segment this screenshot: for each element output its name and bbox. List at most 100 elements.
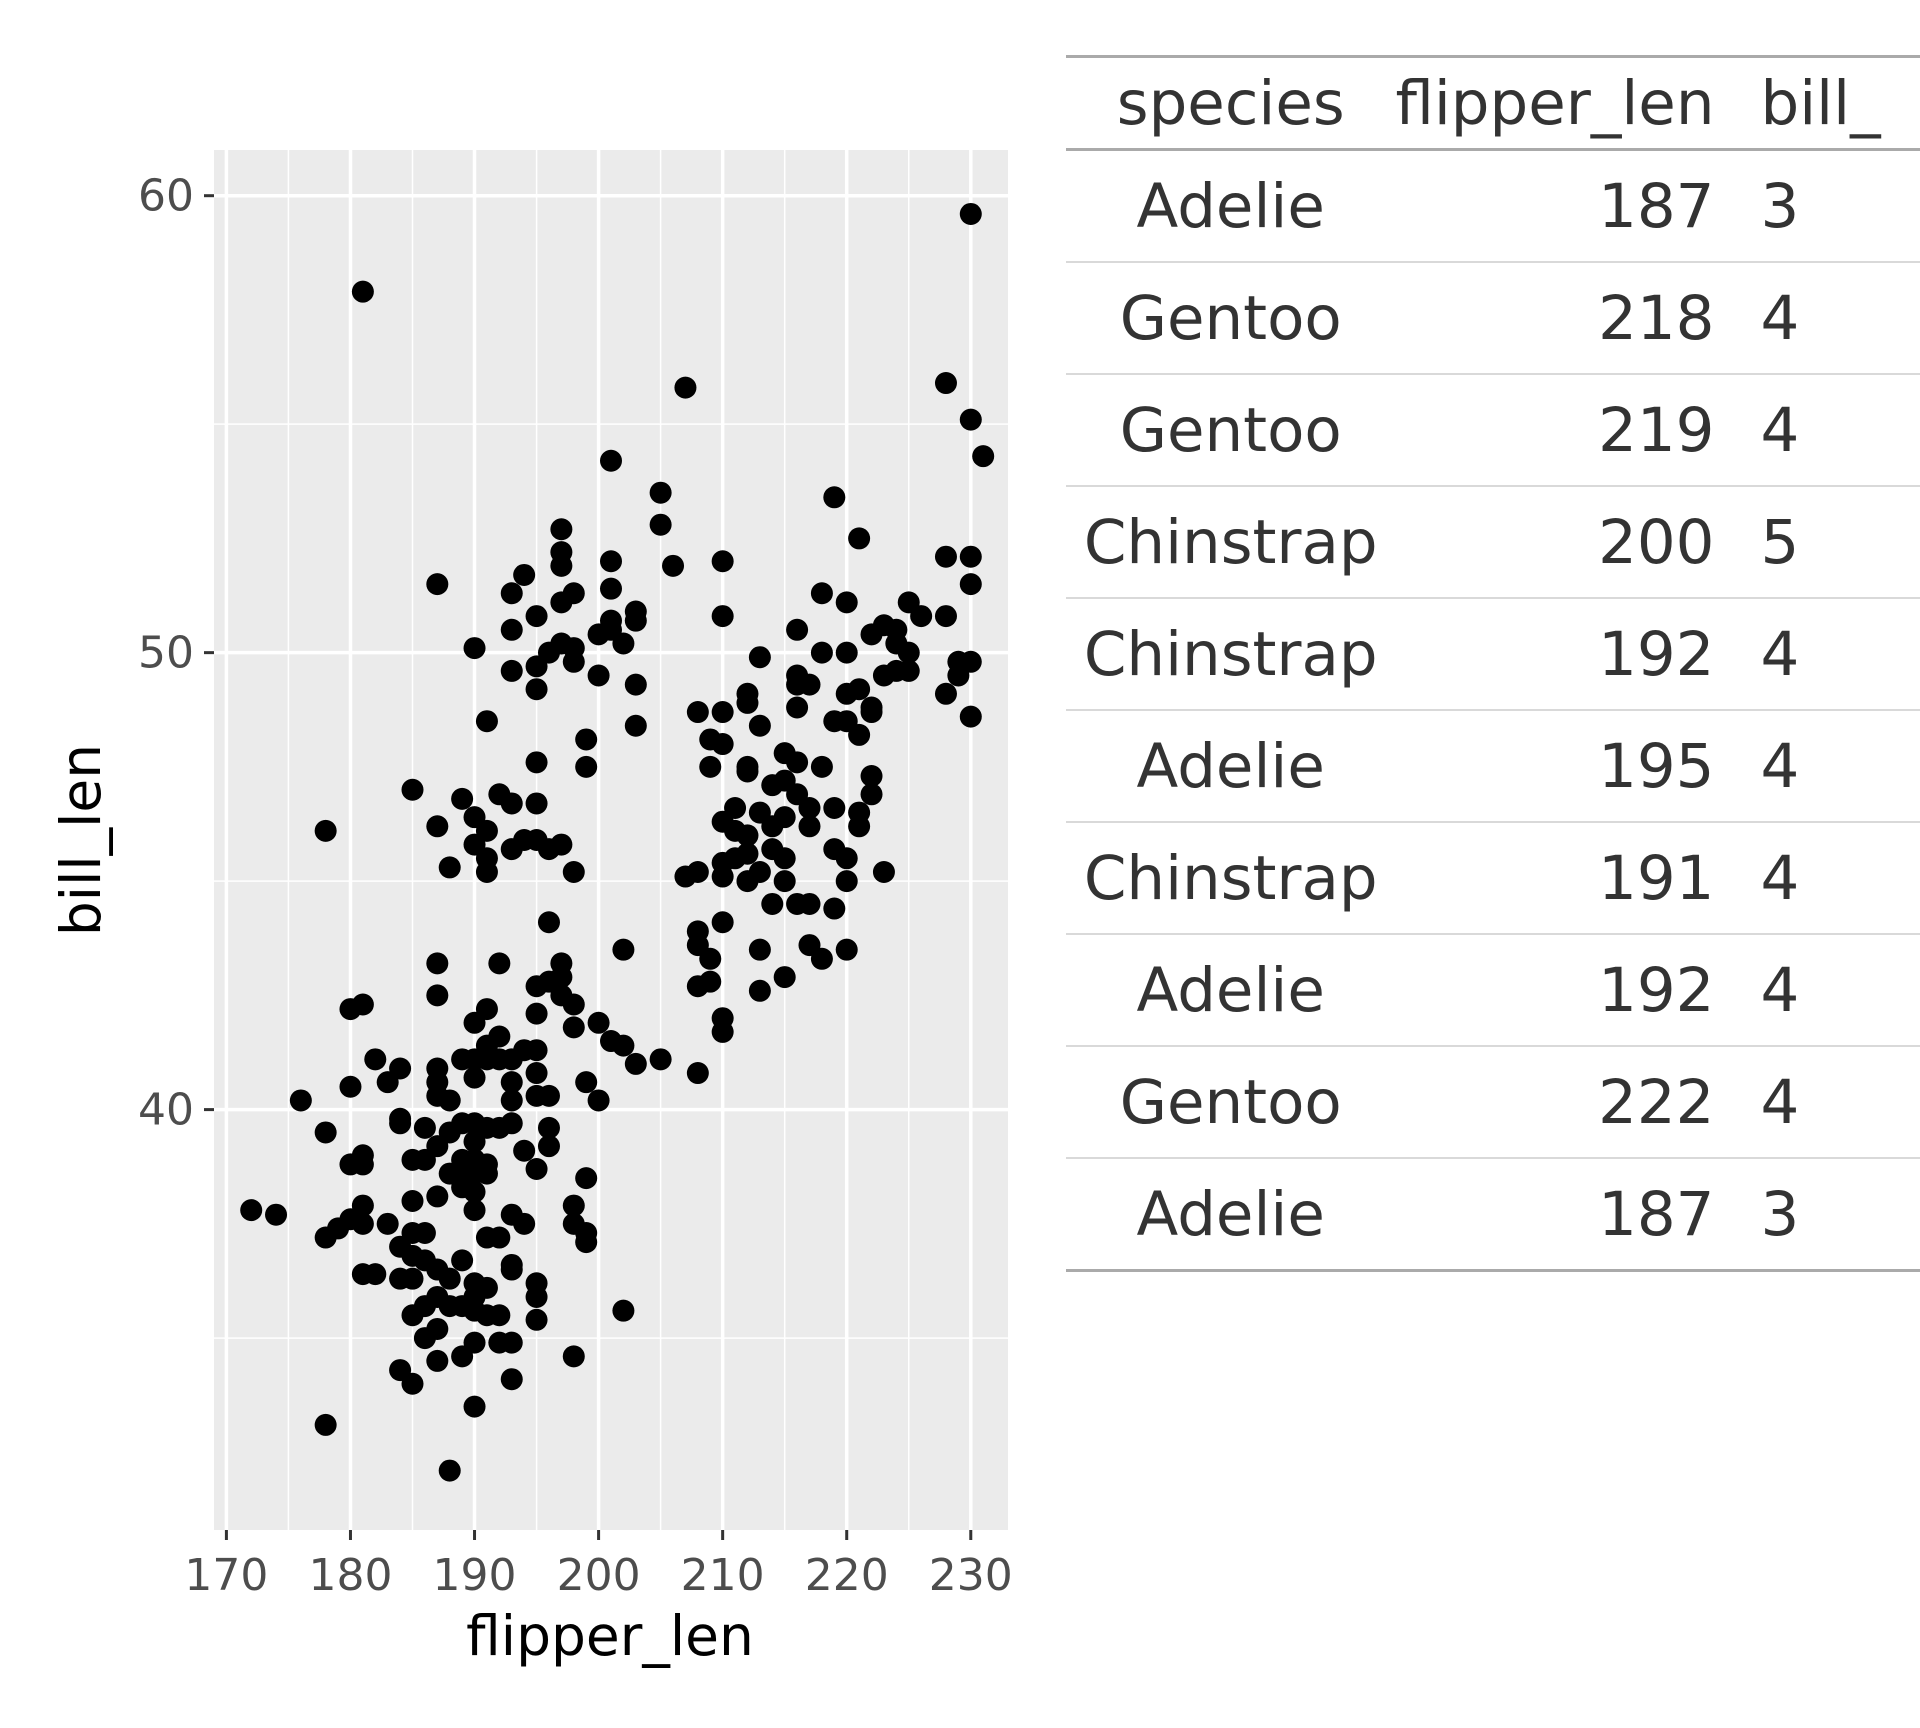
data-point: [240, 1199, 263, 1222]
data-point: [587, 1011, 610, 1034]
data-point: [339, 1075, 362, 1098]
data-point: [500, 582, 523, 605]
data-point: [761, 892, 784, 915]
data-point: [525, 605, 548, 628]
data-point: [624, 714, 647, 737]
data-point: [389, 1112, 412, 1135]
data-point: [748, 938, 771, 961]
data-point: [562, 1016, 585, 1039]
data-point: [649, 513, 672, 536]
data-point: [649, 481, 672, 504]
data-point: [736, 691, 759, 714]
data-point: [426, 952, 449, 975]
data-point: [686, 1062, 709, 1085]
data-point: [314, 819, 337, 842]
data-point: [736, 760, 759, 783]
data-point: [438, 1295, 461, 1318]
cell-flipper-len: 191: [1598, 842, 1715, 914]
data-point: [550, 554, 573, 577]
data-point: [959, 202, 982, 225]
data-point: [475, 710, 498, 733]
data-point: [401, 1304, 424, 1327]
data-point: [612, 632, 635, 655]
data-point: [711, 865, 734, 888]
data-point: [612, 938, 635, 961]
cell-species: Adelie: [1136, 954, 1325, 1026]
data-point: [364, 1263, 387, 1286]
data-point: [835, 682, 858, 705]
data-point: [550, 518, 573, 541]
data-point: [587, 664, 610, 687]
data-point: [463, 1180, 486, 1203]
table-row: Gentoo 219 4: [1066, 374, 1920, 486]
x-tick-label: 180: [308, 1550, 392, 1601]
data-point: [711, 701, 734, 724]
data-point: [426, 1349, 449, 1372]
data-point: [513, 1139, 536, 1162]
x-tick-label: 190: [433, 1550, 517, 1601]
data-point: [686, 701, 709, 724]
data-point: [463, 1299, 486, 1322]
data-point: [438, 1459, 461, 1482]
data-point: [798, 797, 821, 820]
data-point: [525, 1308, 548, 1331]
cell-flipper-len: 195: [1598, 730, 1715, 802]
data-point: [500, 1048, 523, 1071]
y-axis-label: bill_len: [49, 744, 113, 936]
data-point: [848, 723, 871, 746]
x-tick-label: 210: [681, 1550, 765, 1601]
data-point: [786, 696, 809, 719]
cell-bill-len: 5: [1760, 506, 1800, 578]
cell-species: Adelie: [1136, 730, 1325, 802]
cell-species: Chinstrap: [1083, 618, 1378, 690]
data-point: [860, 623, 883, 646]
data-point: [600, 449, 622, 472]
cell-flipper-len: 200: [1598, 506, 1715, 578]
cell-flipper-len: 218: [1598, 282, 1715, 354]
cell-flipper-len: 187: [1598, 1178, 1715, 1250]
table-row: Chinstrap 191 4: [1066, 822, 1920, 934]
data-point: [488, 1025, 511, 1048]
table-row: Chinstrap 192 4: [1066, 598, 1920, 710]
data-point: [314, 1413, 337, 1436]
data-point: [934, 372, 957, 395]
data-point: [798, 815, 821, 838]
data-point: [872, 664, 895, 687]
data-point: [351, 1153, 374, 1176]
data-point: [537, 1135, 560, 1158]
cell-species: Chinstrap: [1083, 842, 1378, 914]
table-row: Adelie 187 3: [1066, 1158, 1920, 1271]
data-point: [810, 582, 833, 605]
data-point: [823, 897, 846, 920]
data-point: [575, 1167, 598, 1190]
data-point: [488, 783, 511, 806]
data-point: [463, 1199, 486, 1222]
data-point: [848, 815, 871, 838]
data-point: [748, 979, 771, 1002]
data-point: [724, 819, 747, 842]
data-point: [624, 673, 647, 696]
data-point: [426, 1258, 449, 1281]
header-bill-len: bill_: [1760, 67, 1881, 139]
data-point: [537, 1116, 560, 1139]
data-point: [860, 783, 883, 806]
data-point: [488, 1304, 511, 1327]
data-point: [748, 646, 771, 669]
data-point: [500, 1089, 523, 1112]
data-point: [525, 1158, 548, 1181]
data-point: [500, 1112, 523, 1135]
cell-bill-len: 3: [1760, 1178, 1800, 1250]
cell-flipper-len: 219: [1598, 394, 1715, 466]
data-point: [537, 911, 560, 934]
data-point: [475, 860, 498, 883]
cell-bill-len: 4: [1760, 730, 1800, 802]
data-point: [587, 1089, 610, 1112]
data-point: [413, 1327, 436, 1350]
data-point: [451, 1249, 474, 1272]
data-point: [848, 527, 871, 550]
header-species: species: [1116, 67, 1345, 139]
data-point: [351, 1212, 374, 1235]
data-point: [711, 1020, 734, 1043]
cell-bill-len: 4: [1760, 954, 1800, 1026]
data-point: [426, 1185, 449, 1208]
